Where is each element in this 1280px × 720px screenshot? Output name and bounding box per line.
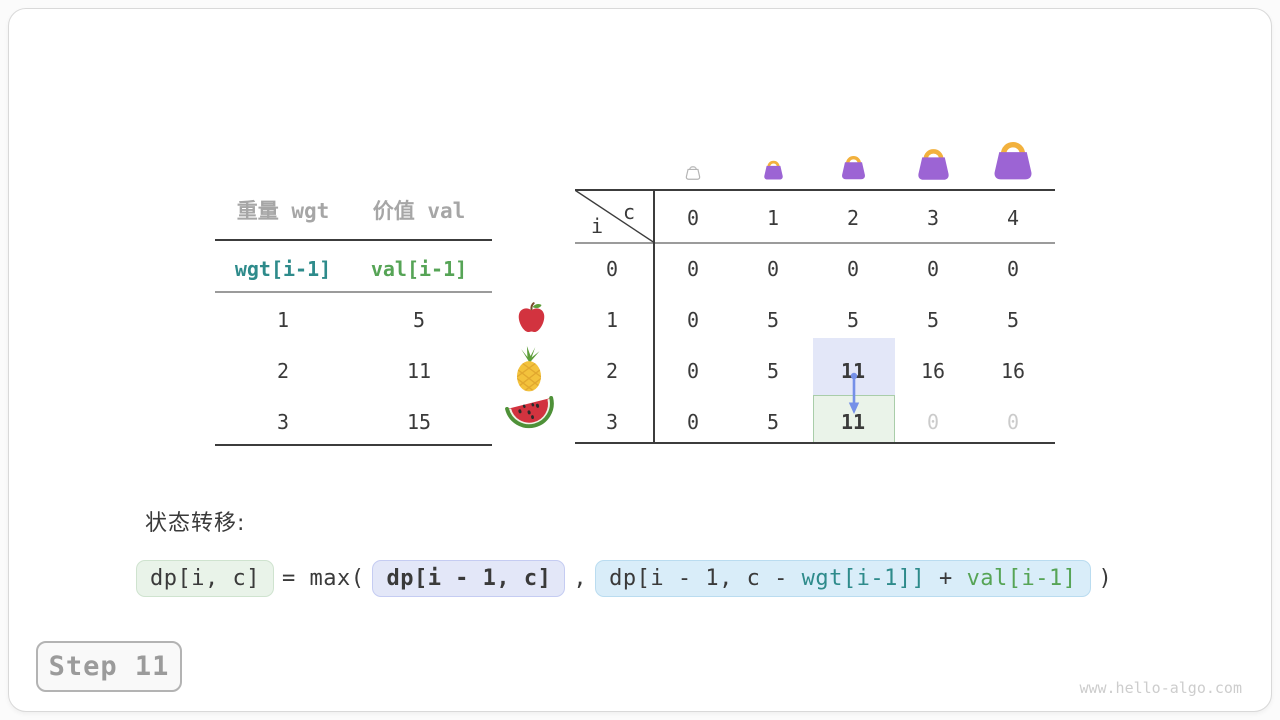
item-3-value: 15 — [406, 410, 432, 434]
dp-row-header: 2 — [605, 359, 619, 383]
dp-cell: 16 — [1000, 359, 1026, 383]
dp-table-header-rule — [575, 242, 1055, 244]
dp-cell: 5 — [1006, 308, 1020, 332]
purple-bag-icon — [764, 160, 783, 180]
dp-cell: 16 — [920, 359, 946, 383]
item-1-weight: 1 — [276, 308, 290, 332]
dp-col-header: 2 — [846, 206, 860, 230]
transition-formula: dp[i, c] = max( dp[i - 1, c] , dp[i - 1,… — [136, 560, 1120, 597]
dp-cell-target: 11 — [840, 410, 866, 434]
dp-cell: 0 — [686, 257, 700, 281]
step-badge: Step 11 — [36, 641, 182, 692]
items-weight-header: 重量 wgt — [236, 199, 330, 223]
formula-option2-box: dp[i - 1, c - wgt[i-1]] + val[i-1] — [595, 560, 1091, 597]
formula-option2-val: val[i-1] — [966, 566, 1077, 591]
items-table-mid-rule — [215, 291, 492, 293]
dp-cell: 0 — [926, 257, 940, 281]
dp-cell: 5 — [766, 308, 780, 332]
watermark: www.hello-algo.com — [1079, 679, 1242, 697]
formula-option2-plus: + — [925, 566, 967, 591]
dp-col-header: 1 — [766, 206, 780, 230]
transition-arrow-icon — [848, 372, 860, 414]
corner-row-var: i — [590, 214, 604, 238]
formula-lhs-box: dp[i, c] — [136, 560, 274, 597]
dp-col-header: 3 — [926, 206, 940, 230]
items-wgt-subheader: wgt[i-1] — [234, 257, 332, 281]
formula-comma: , — [573, 566, 588, 591]
item-2-weight: 2 — [276, 359, 290, 383]
item-2-value: 11 — [406, 359, 432, 383]
dp-table-bottom-rule — [575, 442, 1055, 444]
dp-cell: 0 — [686, 410, 700, 434]
pineapple-icon — [517, 346, 541, 392]
formula-option2-prefix: dp[i - 1, c - — [609, 566, 802, 591]
dp-cell: 0 — [846, 257, 860, 281]
purple-bag-icon — [918, 149, 949, 180]
corner-diagonal-line — [575, 190, 655, 243]
corner-col-var: c — [622, 200, 636, 224]
purple-bag-icon — [842, 156, 865, 180]
formula-option2-wgt: wgt[i-1]] — [801, 566, 926, 591]
formula-eq-max: = max( — [281, 566, 365, 591]
items-val-subheader: val[i-1] — [370, 257, 468, 281]
dp-row-header: 1 — [605, 308, 619, 332]
formula-close-paren: ) — [1098, 566, 1113, 591]
dp-cell: 5 — [846, 308, 860, 332]
dp-table-vertical-rule — [653, 190, 655, 444]
dp-cell: 0 — [766, 257, 780, 281]
dp-cell: 0 — [686, 359, 700, 383]
dp-table-top-rule — [575, 189, 1055, 191]
items-table-top-rule — [215, 239, 492, 241]
dp-row-header: 3 — [605, 410, 619, 434]
dp-cell: 0 — [686, 308, 700, 332]
dp-cell: 0 — [1006, 410, 1020, 434]
item-1-value: 5 — [412, 308, 426, 332]
dp-cell: 0 — [1006, 257, 1020, 281]
dp-cell: 5 — [766, 359, 780, 383]
watermelon-icon — [505, 395, 554, 429]
formula-option1-box: dp[i - 1, c] — [372, 560, 566, 597]
dp-col-header: 0 — [686, 206, 700, 230]
item-3-weight: 3 — [276, 410, 290, 434]
dp-cell: 5 — [766, 410, 780, 434]
dp-row-header: 0 — [605, 257, 619, 281]
items-value-header: 价值 val — [372, 199, 466, 223]
dp-cell: 5 — [926, 308, 940, 332]
dp-col-header: 4 — [1006, 206, 1020, 230]
transition-label: 状态转移: — [145, 511, 246, 536]
items-table-bottom-rule — [215, 444, 492, 446]
empty-bag-icon — [685, 166, 701, 180]
purple-bag-icon — [994, 142, 1032, 180]
apple-icon — [518, 302, 545, 333]
dp-cell: 0 — [926, 410, 940, 434]
